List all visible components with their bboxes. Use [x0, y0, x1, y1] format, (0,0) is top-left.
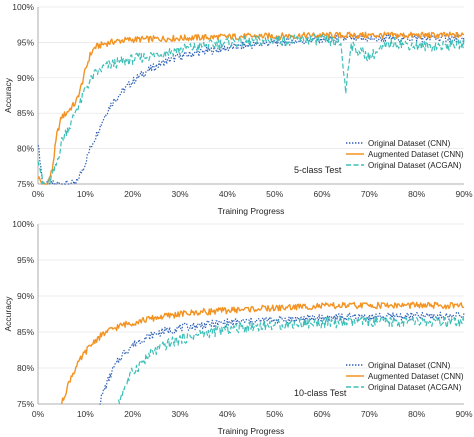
x-tick-label: 60%: [313, 409, 330, 419]
chart-annotation: 10-class Test: [294, 388, 347, 398]
y-tick-label: 80%: [17, 144, 34, 154]
legend-label: Original Dataset (ACGAN): [368, 383, 462, 392]
legend-label: Augmented Dataset (CNN): [368, 150, 464, 159]
x-tick-label: 80%: [408, 189, 425, 199]
x-tick-label: 50%: [266, 409, 283, 419]
y-tick-label: 90%: [17, 291, 34, 301]
x-tick-label: 40%: [219, 189, 236, 199]
chart-5-class: 75% 80% 85% 90% 95% 100% 0% 10% 20% 30% 40% 50% 60% 7…: [3, 2, 473, 216]
legend-label: Original Dataset (CNN): [368, 139, 451, 148]
legend-label: Augmented Dataset (CNN): [368, 372, 464, 381]
y-tick-label: 100%: [12, 219, 34, 229]
x-axis-label: Training Progress: [218, 206, 285, 216]
x-tick-label: 20%: [124, 409, 141, 419]
x-tick-label: 40%: [219, 409, 236, 419]
x-tick-label: 60%: [313, 189, 330, 199]
x-tick-label: 10%: [77, 409, 94, 419]
x-tick-label: 50%: [266, 189, 283, 199]
series-line: [61, 301, 465, 405]
x-tick-label: 30%: [171, 189, 188, 199]
legend: Original Dataset (CNN) Augmented Dataset …: [346, 139, 464, 170]
y-tick-label: 85%: [17, 108, 34, 118]
y-tick-label: 75%: [17, 179, 34, 189]
chart-annotation: 5-class Test: [294, 165, 342, 175]
legend-label: Original Dataset (ACGAN): [368, 161, 462, 170]
series-line: [37, 33, 465, 185]
x-tick-label: 90%: [455, 189, 472, 199]
series-line: [99, 311, 465, 405]
x-axis-label: Training Progress: [218, 426, 285, 436]
x-tick-label: 90%: [455, 409, 472, 419]
x-tick-label: 30%: [171, 409, 188, 419]
y-tick-label: 75%: [17, 399, 34, 409]
y-axis-label: Accuracy: [3, 77, 13, 113]
y-tick-label: 95%: [17, 37, 34, 47]
legend: Original Dataset (CNN) Augmented Dataset …: [346, 361, 464, 392]
x-tick-label: 80%: [408, 409, 425, 419]
y-tick-label: 100%: [12, 2, 34, 12]
x-tick-label: 70%: [361, 189, 378, 199]
x-tick-label: 20%: [124, 189, 141, 199]
series-line: [117, 316, 465, 404]
y-tick-label: 90%: [17, 73, 34, 83]
legend-label: Original Dataset (CNN): [368, 361, 451, 370]
x-tick-label: 0%: [32, 189, 45, 199]
y-axis-label: Accuracy: [3, 296, 13, 332]
y-tick-label: 85%: [17, 327, 34, 337]
x-tick-label: 70%: [361, 409, 378, 419]
x-tick-label: 0%: [32, 409, 45, 419]
y-tick-label: 95%: [17, 255, 34, 265]
x-tick-label: 10%: [77, 189, 94, 199]
chart-10-class: 75% 80% 85% 90% 95% 100% 0% 10% 20% 30% 40% 50% 60% 7…: [3, 219, 473, 436]
y-tick-label: 80%: [17, 363, 34, 373]
series-line: [37, 31, 465, 185]
